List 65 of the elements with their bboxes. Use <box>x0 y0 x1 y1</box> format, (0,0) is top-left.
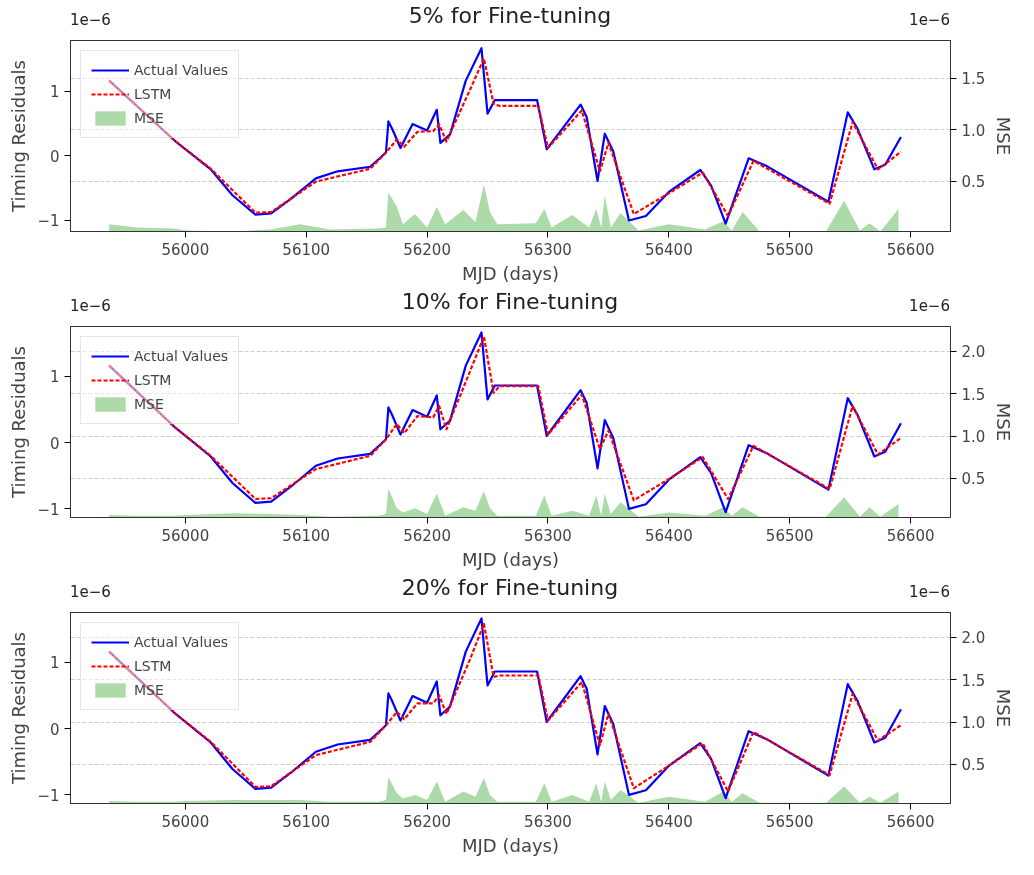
y2-tick-label: 1.5 <box>961 671 986 690</box>
y-tick-label: −1 <box>37 786 60 805</box>
x-axis-title: MJD (days) <box>462 834 559 856</box>
legend-label: LSTM <box>134 658 172 674</box>
x-tick-label: 56000 <box>161 812 210 831</box>
y2-tick-label: 2.0 <box>961 629 986 648</box>
text: 1e−6 <box>70 582 111 603</box>
x-tick-label: 56600 <box>886 526 935 545</box>
x-tick-label: 56100 <box>282 526 331 545</box>
x-tick-label: 56100 <box>282 240 331 259</box>
x-tick-label: 56400 <box>644 240 693 259</box>
x-axis-title: MJD (days) <box>462 262 559 284</box>
legend-label: Actual Values <box>134 62 229 78</box>
x-axis-title: MJD (days) <box>462 548 559 570</box>
x-tick-label: 56200 <box>403 240 451 259</box>
text: 1e−6 <box>909 582 950 603</box>
x-tick-label: 56000 <box>161 526 210 545</box>
x-tick-label: 56300 <box>524 240 572 259</box>
y-tick-label: 1 <box>49 83 60 101</box>
chart-title: 10% for Fine-tuning <box>401 288 619 316</box>
text: 1e−6 <box>909 296 950 317</box>
y2-tick-label: 0.5 <box>961 756 986 775</box>
text: 1e−6 <box>909 10 950 31</box>
y-axis-title: Timing Residuals <box>8 632 30 785</box>
chart-title: 20% for Fine-tuning <box>401 574 619 602</box>
y-tick-label: 0 <box>49 720 60 739</box>
text: 1e−6 <box>70 296 111 317</box>
x-tick-label: 56200 <box>403 526 451 545</box>
y2-tick-label: 0.5 <box>961 173 986 192</box>
y2-tick-label: 1.5 <box>961 385 986 404</box>
y2-axis-title: MSE <box>993 688 1015 728</box>
text: 1e−6 <box>70 10 111 31</box>
legend-label: LSTM <box>134 86 172 102</box>
x-tick-label: 56100 <box>282 812 331 831</box>
y2-tick-label: 2.0 <box>961 343 986 362</box>
y-tick-label: 0 <box>49 434 60 453</box>
x-tick-label: 56200 <box>403 812 451 831</box>
y2-tick-label: 0.5 <box>961 470 986 489</box>
x-tick-label: 56300 <box>524 526 572 545</box>
x-tick-label: 56400 <box>644 526 693 545</box>
y2-axis-title: MSE <box>993 402 1015 442</box>
x-tick-label: 56500 <box>765 812 814 831</box>
y2-tick-label: 1.0 <box>961 428 986 447</box>
x-tick-label: 56300 <box>524 812 572 831</box>
legend-label: Actual Values <box>134 634 229 650</box>
y2-tick-label: 1.5 <box>961 70 986 89</box>
y-axis-title: Timing Residuals <box>8 346 30 499</box>
y-tick-label: 1 <box>49 368 60 387</box>
y-tick-label: −1 <box>37 212 60 231</box>
chart-title: 5% for Fine-tuning <box>408 2 612 30</box>
y2-tick-label: 1.0 <box>961 714 986 733</box>
y2-axis-title: MSE <box>993 116 1015 156</box>
x-tick-label: 56500 <box>765 526 814 545</box>
x-tick-label: 56500 <box>765 240 814 259</box>
y-tick-label: 0 <box>49 147 60 166</box>
legend-label: LSTM <box>134 372 172 388</box>
y-tick-label: 1 <box>49 654 60 673</box>
x-tick-label: 56600 <box>886 240 935 259</box>
x-tick-label: 56000 <box>161 240 210 259</box>
x-tick-label: 56600 <box>886 812 935 831</box>
legend-label: Actual Values <box>134 348 229 364</box>
x-tick-label: 56400 <box>644 812 693 831</box>
y2-tick-label: 1.0 <box>961 121 986 140</box>
y-tick-label: −1 <box>37 500 60 519</box>
y-axis-title: Timing Residuals <box>8 60 30 213</box>
